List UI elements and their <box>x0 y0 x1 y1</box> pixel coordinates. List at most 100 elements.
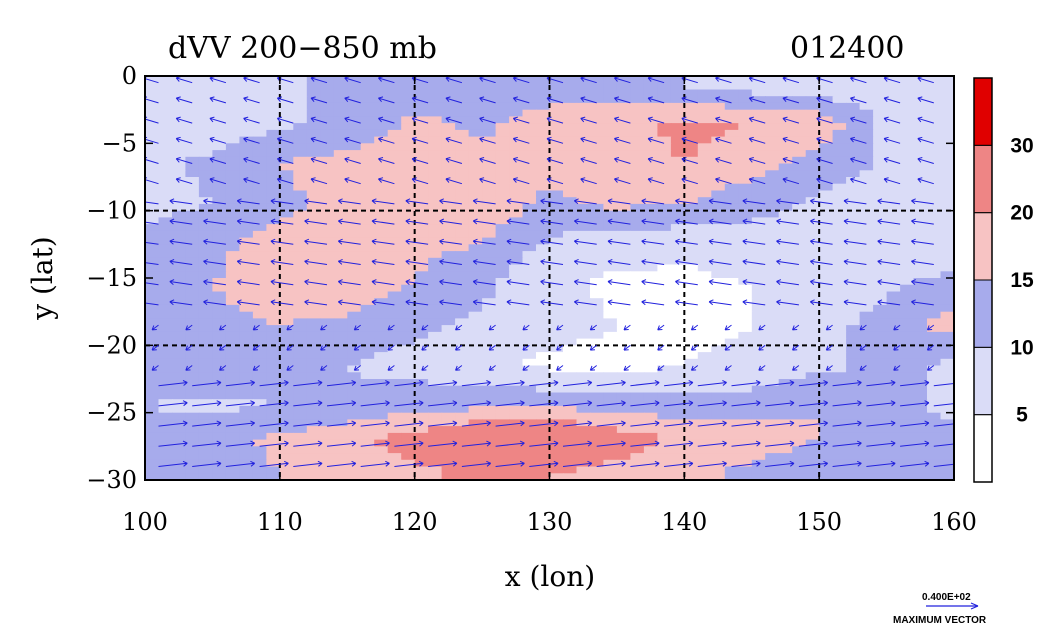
field-cell <box>509 426 524 434</box>
field-cell <box>360 102 375 111</box>
field-cell <box>590 237 605 245</box>
field-cell <box>279 76 294 84</box>
field-cell <box>252 257 267 266</box>
field-cell <box>225 143 240 151</box>
field-cell <box>684 392 699 400</box>
field-cell <box>805 244 820 252</box>
wind-vector <box>866 420 896 427</box>
field-cell <box>401 190 416 198</box>
field-cell <box>832 298 847 306</box>
field-cell <box>158 170 173 178</box>
field-cell <box>684 284 699 292</box>
field-cell <box>616 264 631 272</box>
field-cell <box>495 412 510 420</box>
field-cell <box>846 163 861 171</box>
field-cell <box>536 271 551 279</box>
field-cell <box>252 311 267 319</box>
field-cell <box>765 379 780 387</box>
field-cell <box>198 466 213 474</box>
field-cell <box>657 230 672 239</box>
field-cell <box>819 446 834 454</box>
field-cell <box>630 459 645 468</box>
field-cell <box>900 197 915 205</box>
field-cell <box>900 264 915 272</box>
field-cell <box>239 102 254 111</box>
field-cell <box>873 102 888 111</box>
field-cell <box>212 278 227 286</box>
field-cell <box>563 298 578 306</box>
wind-vector <box>859 344 867 351</box>
field-cell <box>374 257 389 266</box>
field-cell <box>819 392 834 400</box>
field-cell <box>697 318 712 326</box>
field-cell <box>657 210 672 218</box>
field-cell <box>859 224 874 232</box>
field-cell <box>724 385 739 393</box>
field-cell <box>172 311 187 319</box>
wind-vector <box>405 299 429 306</box>
field-cell <box>225 278 240 286</box>
field-cell <box>225 129 240 138</box>
field-cell <box>293 156 308 165</box>
field-cell <box>832 446 847 454</box>
field-cell <box>279 230 294 239</box>
field-cell <box>819 217 834 225</box>
field-cell <box>252 251 267 259</box>
field-cell <box>441 365 456 373</box>
field-cell <box>778 358 793 367</box>
field-cell <box>590 372 605 380</box>
field-cell <box>225 399 240 407</box>
field-cell <box>347 412 362 420</box>
field-cell <box>387 426 402 434</box>
field-cell <box>900 372 915 380</box>
field-cell <box>670 156 685 165</box>
field-cell <box>374 271 389 279</box>
field-cell <box>873 399 888 407</box>
field-cell <box>751 82 766 90</box>
field-cell <box>468 352 483 360</box>
field-cell <box>927 446 942 454</box>
field-cell <box>846 230 861 239</box>
field-cell <box>212 284 227 292</box>
wind-vector <box>326 420 357 427</box>
field-cell <box>684 432 699 441</box>
field-cell <box>225 163 240 171</box>
field-cell <box>886 271 901 279</box>
field-cell <box>441 325 456 333</box>
wind-vector <box>850 96 867 104</box>
field-cell <box>455 271 470 279</box>
wind-vector <box>259 380 289 387</box>
field-cell <box>940 237 954 245</box>
field-cell <box>441 129 456 138</box>
field-cell <box>549 291 564 299</box>
field-cell <box>401 439 416 447</box>
field-cell <box>630 197 645 205</box>
field-cell <box>509 379 524 387</box>
field-cell <box>590 385 605 393</box>
field-cell <box>846 405 861 414</box>
field-cell <box>805 96 820 104</box>
field-cell <box>684 156 699 165</box>
field-cell <box>711 82 726 90</box>
field-cell <box>306 190 321 198</box>
field-cell <box>873 170 888 178</box>
field-cell <box>778 405 793 414</box>
field-cell <box>590 304 605 313</box>
field-cell <box>724 237 739 245</box>
field-cell <box>495 399 510 407</box>
field-cell <box>468 392 483 400</box>
field-cell <box>684 129 699 138</box>
field-cell <box>428 217 443 225</box>
field-cell <box>873 453 888 461</box>
wind-vector <box>472 218 496 225</box>
field-cell <box>670 379 685 387</box>
field-cell <box>832 453 847 461</box>
field-cell <box>765 230 780 239</box>
field-cell <box>252 358 267 367</box>
field-cell <box>455 298 470 306</box>
colorbar-tick-label: 10 <box>1010 336 1033 359</box>
field-cell <box>940 244 954 252</box>
field-cell <box>185 109 200 117</box>
wind-vector <box>461 440 492 447</box>
field-cell <box>333 156 348 165</box>
